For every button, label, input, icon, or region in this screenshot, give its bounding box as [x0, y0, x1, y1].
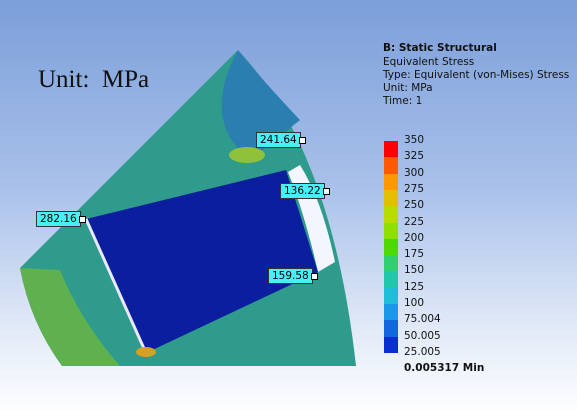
legend-band — [384, 271, 398, 288]
stress-hotspot — [136, 347, 156, 357]
probe-label: 159.58 — [268, 268, 313, 284]
legend-band — [384, 337, 398, 354]
legend-label: 50.005 — [404, 330, 441, 342]
legend-label: 150 — [404, 264, 424, 276]
legend-line: Type: Equivalent (von-Mises) Stress — [383, 69, 569, 81]
viewport: Unit: MPa B: Static Structural Equivalen… — [0, 0, 577, 416]
legend-title: B: Static Structural — [383, 42, 497, 54]
model-view — [0, 0, 577, 416]
unit-overlay: Unit: MPa — [38, 66, 149, 94]
legend-band — [384, 190, 398, 207]
legend-band — [384, 223, 398, 240]
legend-label: 200 — [404, 232, 424, 244]
legend-band — [384, 320, 398, 337]
legend-label: 225 — [404, 216, 424, 228]
legend-label: 250 — [404, 199, 424, 211]
stress-hotspot — [229, 147, 265, 163]
probe-label: 136.22 — [280, 183, 325, 199]
legend-band — [384, 255, 398, 272]
legend-band — [384, 206, 398, 223]
legend-band — [384, 141, 398, 158]
legend-label: 325 — [404, 150, 424, 162]
probe-label: 282.16 — [36, 211, 81, 227]
legend-band — [384, 174, 398, 191]
legend-band — [384, 239, 398, 256]
legend-band — [384, 157, 398, 174]
legend-label: 75.004 — [404, 313, 441, 325]
legend-line: Time: 1 — [383, 95, 422, 107]
legend-label: 25.005 — [404, 346, 441, 358]
legend-label: 100 — [404, 297, 424, 309]
legend-line: Equivalent Stress — [383, 56, 474, 68]
legend-label: 0.005317 Min — [404, 362, 484, 374]
legend-label: 275 — [404, 183, 424, 195]
legend-line: Unit: MPa — [383, 82, 433, 94]
legend-label: 125 — [404, 281, 424, 293]
legend-label: 300 — [404, 167, 424, 179]
legend-band — [384, 304, 398, 321]
legend-label: 175 — [404, 248, 424, 260]
legend-label: 350 — [404, 134, 424, 146]
legend-band — [384, 288, 398, 305]
probe-label: 241.64 — [256, 132, 301, 148]
